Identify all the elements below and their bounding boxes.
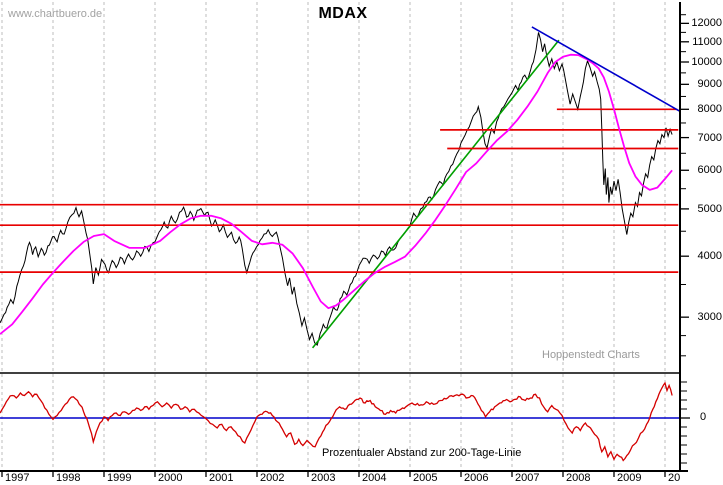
year-axis-label-2004: 2004 bbox=[362, 472, 387, 484]
branding-label: Hoppenstedt Charts bbox=[542, 349, 640, 361]
oscillator-panel bbox=[0, 381, 680, 462]
downtrend-line bbox=[531, 26, 680, 112]
watermark: www.chartbuero.de bbox=[8, 8, 103, 20]
year-axis-label-2009: 2009 bbox=[617, 472, 642, 484]
year-axis-label-1998: 1998 bbox=[56, 472, 81, 484]
uptrend-line bbox=[311, 39, 560, 349]
oscillator-zero-label: 0 bbox=[700, 411, 707, 423]
price-axis-label-12000: 12000 bbox=[691, 17, 722, 30]
year-axis-label-2006: 2006 bbox=[464, 472, 489, 484]
price-axis-label-9000: 9000 bbox=[697, 78, 722, 91]
price-axis-label-11000: 11000 bbox=[692, 35, 722, 48]
price-axis-label-8000: 8000 bbox=[697, 103, 722, 116]
price-axis-label-7000: 7000 bbox=[697, 131, 722, 144]
page-title: MDAX bbox=[318, 5, 368, 22]
oscillator-label: Prozentualer Abstand zur 200-Tage-Linie bbox=[322, 447, 522, 459]
year-axis-label-1999: 1999 bbox=[107, 472, 132, 484]
main-chart-panel bbox=[0, 26, 680, 349]
price-axis-label-10000: 10000 bbox=[691, 56, 722, 68]
year-axis-label-2008: 2008 bbox=[566, 472, 591, 484]
price-axis-label-6000: 6000 bbox=[697, 164, 722, 177]
moving-average-line bbox=[0, 53, 673, 335]
year-axis-label-2003: 2003 bbox=[311, 472, 336, 484]
year-axis-label-2005: 2005 bbox=[413, 472, 438, 484]
year-axis-label-2002: 2002 bbox=[260, 472, 285, 484]
price-axis-label-4000: 4000 bbox=[697, 250, 722, 263]
oscillator-line bbox=[0, 381, 673, 462]
year-axis-label-2000: 2000 bbox=[158, 472, 183, 484]
price-line bbox=[0, 32, 673, 347]
price-axis-label-5000: 5000 bbox=[697, 202, 722, 215]
year-axis-label-2007: 2007 bbox=[515, 472, 540, 484]
axes bbox=[0, 2, 690, 477]
year-axis-label-2010-clipped: 20 bbox=[668, 472, 681, 484]
price-axis-label-3000: 3000 bbox=[697, 311, 722, 324]
year-gridlines bbox=[1, 2, 666, 471]
year-axis-label-2001: 2001 bbox=[209, 472, 234, 484]
year-axis-label-1997: 1997 bbox=[5, 472, 30, 484]
